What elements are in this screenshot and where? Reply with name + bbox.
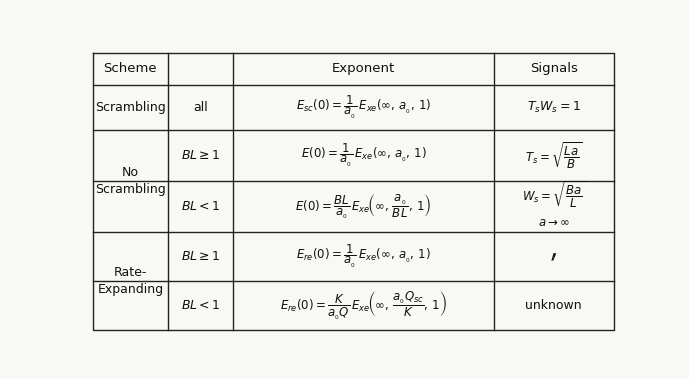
Text: Rate-
Expanding: Rate- Expanding: [97, 266, 163, 296]
Text: $E_{re}(0) = \dfrac{K}{a_{_0}Q}\, E_{xe}\!\left(\infty,\, \dfrac{a_{_0}Q_{sc}}{K: $E_{re}(0) = \dfrac{K}{a_{_0}Q}\, E_{xe}…: [280, 289, 447, 322]
Text: $T_s W_s = 1$: $T_s W_s = 1$: [527, 100, 581, 115]
Text: Exponent: Exponent: [332, 62, 395, 75]
Text: Scrambling: Scrambling: [95, 101, 165, 114]
Text: $BL < 1$: $BL < 1$: [181, 299, 220, 312]
Text: $BL \geq 1$: $BL \geq 1$: [181, 250, 220, 263]
Text: $E(0) = \dfrac{1}{a_{_0}}\, E_{xe}(\infty,\, a_{_0},\, 1)$: $E(0) = \dfrac{1}{a_{_0}}\, E_{xe}(\inft…: [300, 142, 426, 169]
Text: $a \to \infty$: $a \to \infty$: [537, 216, 570, 229]
Text: Scheme: Scheme: [103, 62, 157, 75]
Text: $W_s = \sqrt{\dfrac{Ba}{L}}$: $W_s = \sqrt{\dfrac{Ba}{L}}$: [522, 180, 586, 210]
Text: Signals: Signals: [530, 62, 577, 75]
Text: $E_{sc}(0) = \dfrac{1}{a_{_0}}\, E_{xe}(\infty,\, a_{_0},\, 1)$: $E_{sc}(0) = \dfrac{1}{a_{_0}}\, E_{xe}(…: [296, 94, 431, 121]
Text: unknown: unknown: [526, 299, 582, 312]
Text: $BL \geq 1$: $BL \geq 1$: [181, 149, 220, 162]
Text: $E_{re}(0) = \dfrac{1}{a_{_0}}\, E_{xe}(\infty,\, a_{_0},\, 1)$: $E_{re}(0) = \dfrac{1}{a_{_0}}\, E_{xe}(…: [296, 243, 431, 270]
Text: $E(0) = \dfrac{BL}{a_{_0}}\, E_{xe}\!\left(\infty,\, \dfrac{a_{_0}}{BL},\, 1\rig: $E(0) = \dfrac{BL}{a_{_0}}\, E_{xe}\!\le…: [296, 192, 431, 221]
Text: No
Scrambling: No Scrambling: [95, 166, 165, 196]
Text: all: all: [194, 101, 208, 114]
Text: $BL < 1$: $BL < 1$: [181, 200, 220, 213]
Text: $\prime\!\prime$: $\prime\!\prime$: [550, 249, 557, 264]
Text: $T_s = \sqrt{\dfrac{La}{B}}$: $T_s = \sqrt{\dfrac{La}{B}}$: [525, 141, 583, 171]
